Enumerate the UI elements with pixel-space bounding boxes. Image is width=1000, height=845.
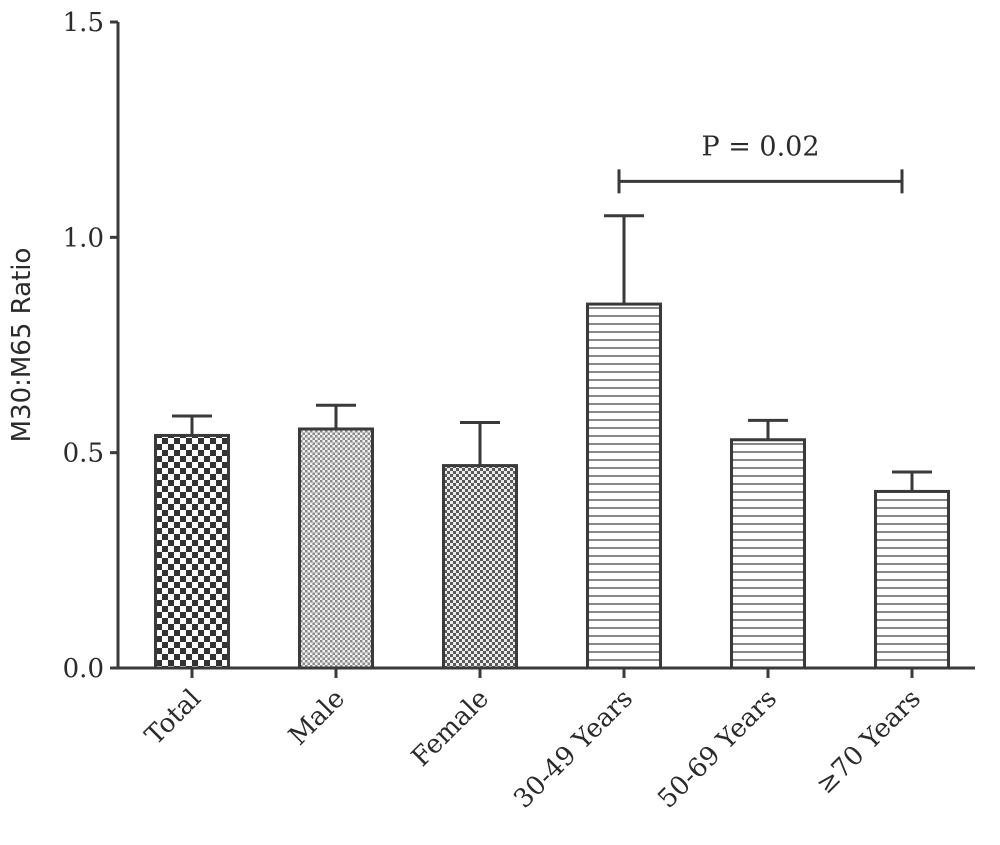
x-tick-label: 50-69 Years [652, 684, 783, 815]
bar-fill [875, 491, 949, 668]
bar-fill [587, 304, 661, 668]
y-axis-label: M30:M65 Ratio [7, 248, 37, 443]
x-tick-label: Male [283, 684, 351, 752]
y-tick-label: 1.0 [63, 223, 104, 253]
annotations: P = 0.02 [617, 131, 904, 194]
y-tick-label: 0.5 [63, 439, 104, 469]
x-tick-label: ≥70 Years [810, 684, 926, 800]
y-ticks: 0.0 0.5 1.0 1.5 [63, 8, 118, 684]
bar-fill [155, 435, 229, 668]
x-tick-label: Total [140, 684, 207, 751]
x-tick-label: Female [406, 684, 495, 773]
bars-layer [154, 302, 950, 670]
bar-fill [731, 439, 805, 668]
error-bars-layer [172, 214, 932, 492]
y-tick-label: 0.0 [63, 654, 104, 684]
p-value-label: P = 0.02 [701, 131, 819, 162]
bar-fill [299, 428, 373, 668]
x-ticks: Total Male Female 30-49 Years 50-69 Years ≥70… [140, 668, 927, 814]
bar-fill [443, 465, 517, 668]
x-tick-label: 30-49 Years [508, 684, 639, 815]
y-tick-label: 1.5 [63, 8, 104, 38]
